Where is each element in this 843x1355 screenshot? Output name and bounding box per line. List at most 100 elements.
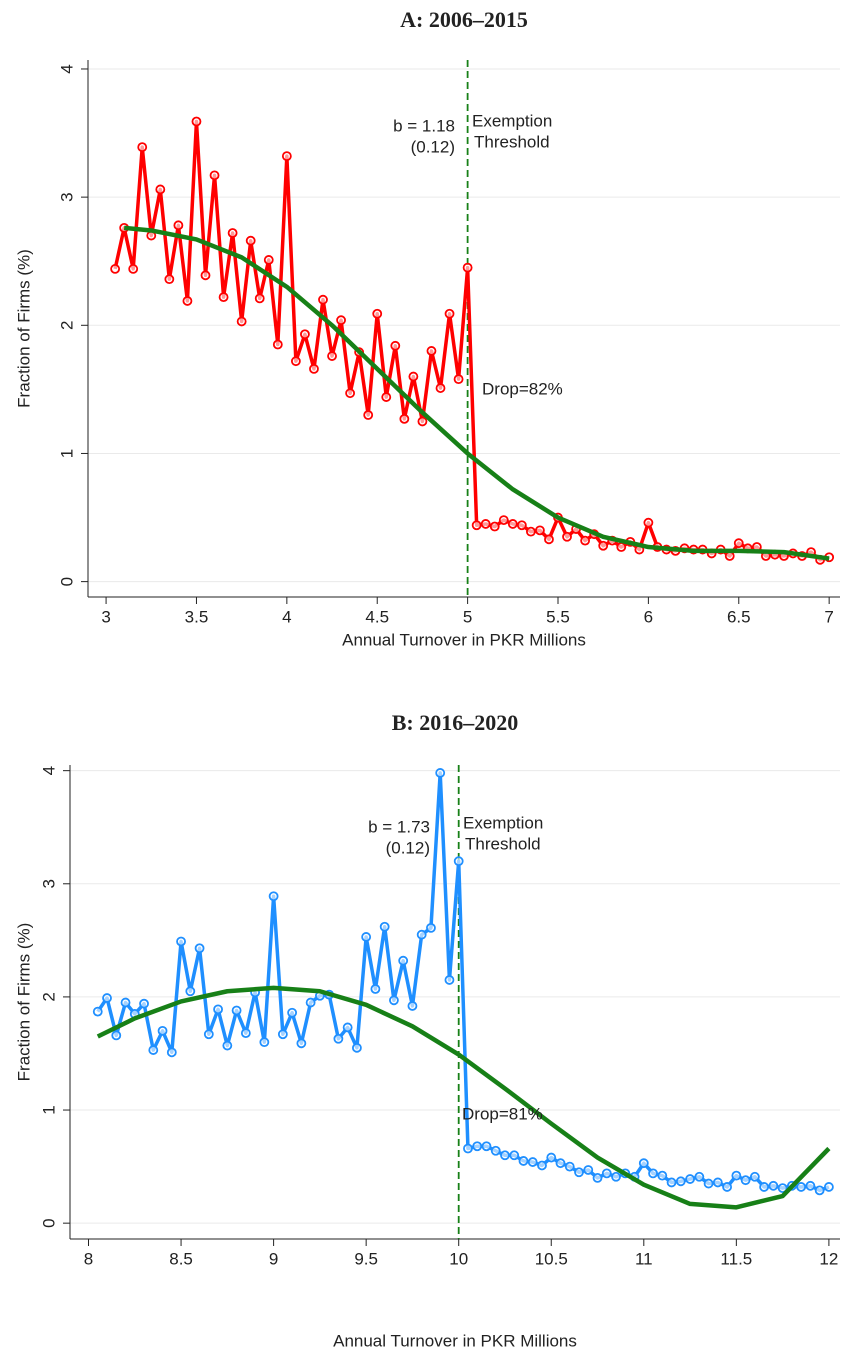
point xyxy=(574,1167,584,1178)
y-tick-label: 3 xyxy=(39,879,58,888)
point xyxy=(111,1030,122,1041)
x-tick-label: 11 xyxy=(635,1249,653,1268)
point xyxy=(733,538,744,549)
series-line xyxy=(96,985,831,1210)
series-line xyxy=(113,119,830,562)
point xyxy=(544,534,554,545)
point xyxy=(345,388,356,399)
point xyxy=(277,1029,288,1040)
point xyxy=(463,1143,473,1154)
point xyxy=(731,1170,742,1181)
x-axis-label: Annual Turnover in PKR Millions xyxy=(333,1331,577,1350)
point xyxy=(245,235,256,246)
point xyxy=(525,526,536,537)
point xyxy=(155,184,166,195)
x-tick-label: 8.5 xyxy=(169,1249,193,1268)
point xyxy=(426,923,436,933)
point xyxy=(173,220,184,231)
point xyxy=(740,1175,751,1186)
point xyxy=(507,519,518,529)
point xyxy=(796,1182,807,1192)
y-tick-label: 4 xyxy=(39,766,58,775)
x-tick-label: 8 xyxy=(84,1249,93,1268)
point xyxy=(562,531,572,542)
point xyxy=(191,116,202,127)
point xyxy=(399,413,410,424)
point xyxy=(601,1168,612,1179)
point xyxy=(489,521,500,532)
point xyxy=(643,517,654,528)
point xyxy=(222,1040,233,1051)
annotation: b = 1.18 xyxy=(393,116,455,135)
point xyxy=(453,856,464,867)
point xyxy=(370,984,381,994)
point xyxy=(685,1174,695,1184)
y-tick-label: 3 xyxy=(57,192,76,201)
x-tick-label: 4.5 xyxy=(365,607,389,626)
point xyxy=(724,551,735,561)
annotation: Threshold xyxy=(465,834,541,853)
x-tick-label: 10 xyxy=(449,1249,468,1268)
point xyxy=(416,929,427,940)
point xyxy=(361,932,372,942)
y-tick-label: 0 xyxy=(39,1218,58,1227)
point xyxy=(231,1005,242,1016)
point xyxy=(290,356,301,367)
point xyxy=(176,936,186,947)
y-axis-label: Fraction of Firms (%) xyxy=(14,249,33,408)
x-tick-label: 4 xyxy=(282,607,291,626)
point xyxy=(305,997,316,1008)
annotation: Exemption xyxy=(463,813,543,832)
point xyxy=(749,1171,760,1182)
point xyxy=(240,1028,251,1039)
point xyxy=(185,986,196,997)
point xyxy=(580,535,591,546)
point xyxy=(92,1006,103,1017)
point xyxy=(823,1182,834,1192)
point xyxy=(500,1150,510,1161)
x-tick-label: 10.5 xyxy=(535,1249,568,1268)
point xyxy=(546,1152,557,1163)
point xyxy=(527,1157,538,1167)
point xyxy=(296,1038,307,1049)
point xyxy=(703,1178,714,1189)
point xyxy=(372,308,383,319)
x-tick-label: 3 xyxy=(101,607,110,626)
point xyxy=(611,1171,621,1182)
point xyxy=(164,274,175,285)
point xyxy=(481,1141,492,1152)
series-line xyxy=(123,225,830,561)
point xyxy=(472,1141,483,1152)
point xyxy=(203,1029,214,1040)
point xyxy=(759,1182,770,1192)
point xyxy=(268,891,279,902)
point xyxy=(555,1158,566,1169)
point xyxy=(462,262,473,273)
point xyxy=(426,346,437,356)
point xyxy=(379,921,390,932)
x-tick-label: 9 xyxy=(269,1249,278,1268)
point xyxy=(254,293,265,304)
point xyxy=(200,270,211,281)
point xyxy=(351,1042,362,1053)
point xyxy=(120,997,131,1008)
point xyxy=(592,1173,603,1183)
point xyxy=(498,515,509,526)
y-tick-label: 1 xyxy=(39,1105,58,1114)
annotation: Drop=81% xyxy=(462,1104,543,1123)
x-tick-label: 12 xyxy=(819,1249,838,1268)
point xyxy=(333,1033,344,1044)
point xyxy=(137,142,148,153)
point xyxy=(407,1001,418,1011)
point xyxy=(712,1177,723,1188)
point xyxy=(213,1004,223,1015)
point xyxy=(336,315,346,326)
point xyxy=(444,975,455,985)
point xyxy=(300,329,310,340)
x-tick-label: 6 xyxy=(644,607,653,626)
annotation: (0.12) xyxy=(386,838,430,857)
x-tick-label: 11.5 xyxy=(720,1249,752,1268)
chart-title: B: 2016–2020 xyxy=(392,710,519,735)
point xyxy=(471,520,482,531)
